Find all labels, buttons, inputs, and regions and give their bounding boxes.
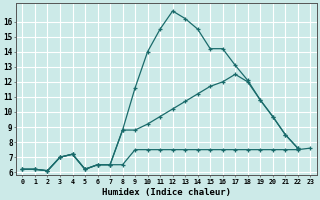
X-axis label: Humidex (Indice chaleur): Humidex (Indice chaleur) bbox=[102, 188, 231, 197]
